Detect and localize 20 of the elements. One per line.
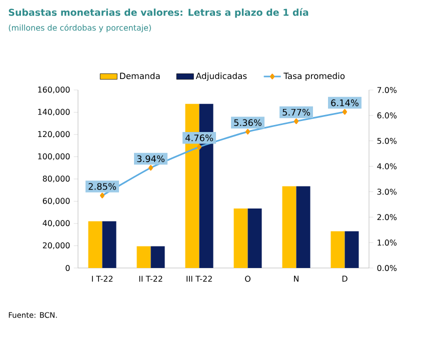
bar (136, 246, 151, 268)
legend-label: Adjudicadas (196, 72, 247, 81)
legend-label: Tasa promedio (284, 72, 345, 81)
bar (344, 231, 359, 268)
chart-title: Subastas monetarias de valores: Letras a plazo de 1 día (8, 8, 308, 18)
data-label: 4.76% (185, 134, 213, 142)
bar (282, 186, 296, 268)
bar (102, 221, 116, 268)
data-label: 6.14% (331, 99, 358, 106)
data-label: 2.85% (88, 183, 116, 190)
bar (296, 186, 310, 268)
data-label: 3.94% (137, 155, 164, 162)
bar (150, 246, 165, 268)
data-label: 5.36% (234, 119, 262, 126)
legend-label: Demanda (120, 72, 160, 80)
bar (330, 231, 345, 268)
bar (88, 221, 102, 268)
bar (234, 208, 248, 268)
data-label: 5.77% (282, 108, 310, 116)
bar (248, 208, 262, 268)
